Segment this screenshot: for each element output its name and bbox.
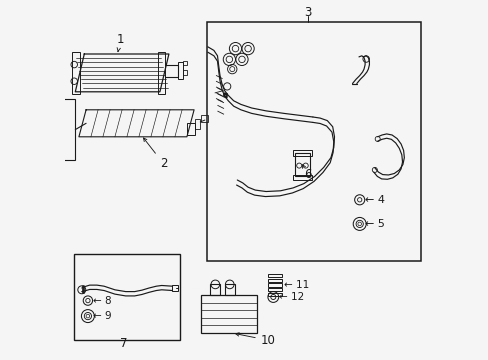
Text: 1: 1	[117, 33, 124, 52]
Text: 3: 3	[303, 6, 310, 19]
Bar	[182, 61, 186, 66]
Text: 6: 6	[302, 165, 311, 181]
Bar	[182, 71, 186, 75]
Bar	[73, 254, 179, 340]
Text: 10: 10	[235, 333, 275, 347]
Bar	[72, 52, 80, 94]
Text: ← 4: ← 4	[365, 195, 385, 205]
Text: ← 11: ← 11	[284, 280, 309, 290]
Bar	[201, 116, 207, 122]
Bar	[158, 52, 165, 94]
Bar	[194, 119, 200, 129]
Bar	[267, 279, 282, 282]
Text: ← 9: ← 9	[93, 311, 111, 321]
Text: ← 8: ← 8	[93, 296, 111, 306]
Bar	[46, 126, 53, 149]
Bar	[210, 284, 220, 295]
Bar	[267, 293, 282, 296]
Text: ← 5: ← 5	[365, 219, 384, 229]
Bar	[267, 274, 282, 277]
Bar	[292, 175, 311, 180]
Bar	[224, 284, 234, 295]
Bar	[206, 22, 420, 261]
Bar	[171, 285, 177, 291]
Bar	[294, 153, 309, 176]
Bar	[267, 283, 282, 287]
Text: 7: 7	[120, 337, 127, 350]
Bar	[178, 62, 183, 78]
Bar	[201, 295, 257, 333]
Bar	[52, 99, 75, 160]
Bar	[267, 288, 282, 291]
Text: 2: 2	[143, 138, 167, 170]
Text: ← 12: ← 12	[279, 292, 304, 302]
Bar	[292, 150, 311, 156]
Bar	[186, 123, 194, 135]
